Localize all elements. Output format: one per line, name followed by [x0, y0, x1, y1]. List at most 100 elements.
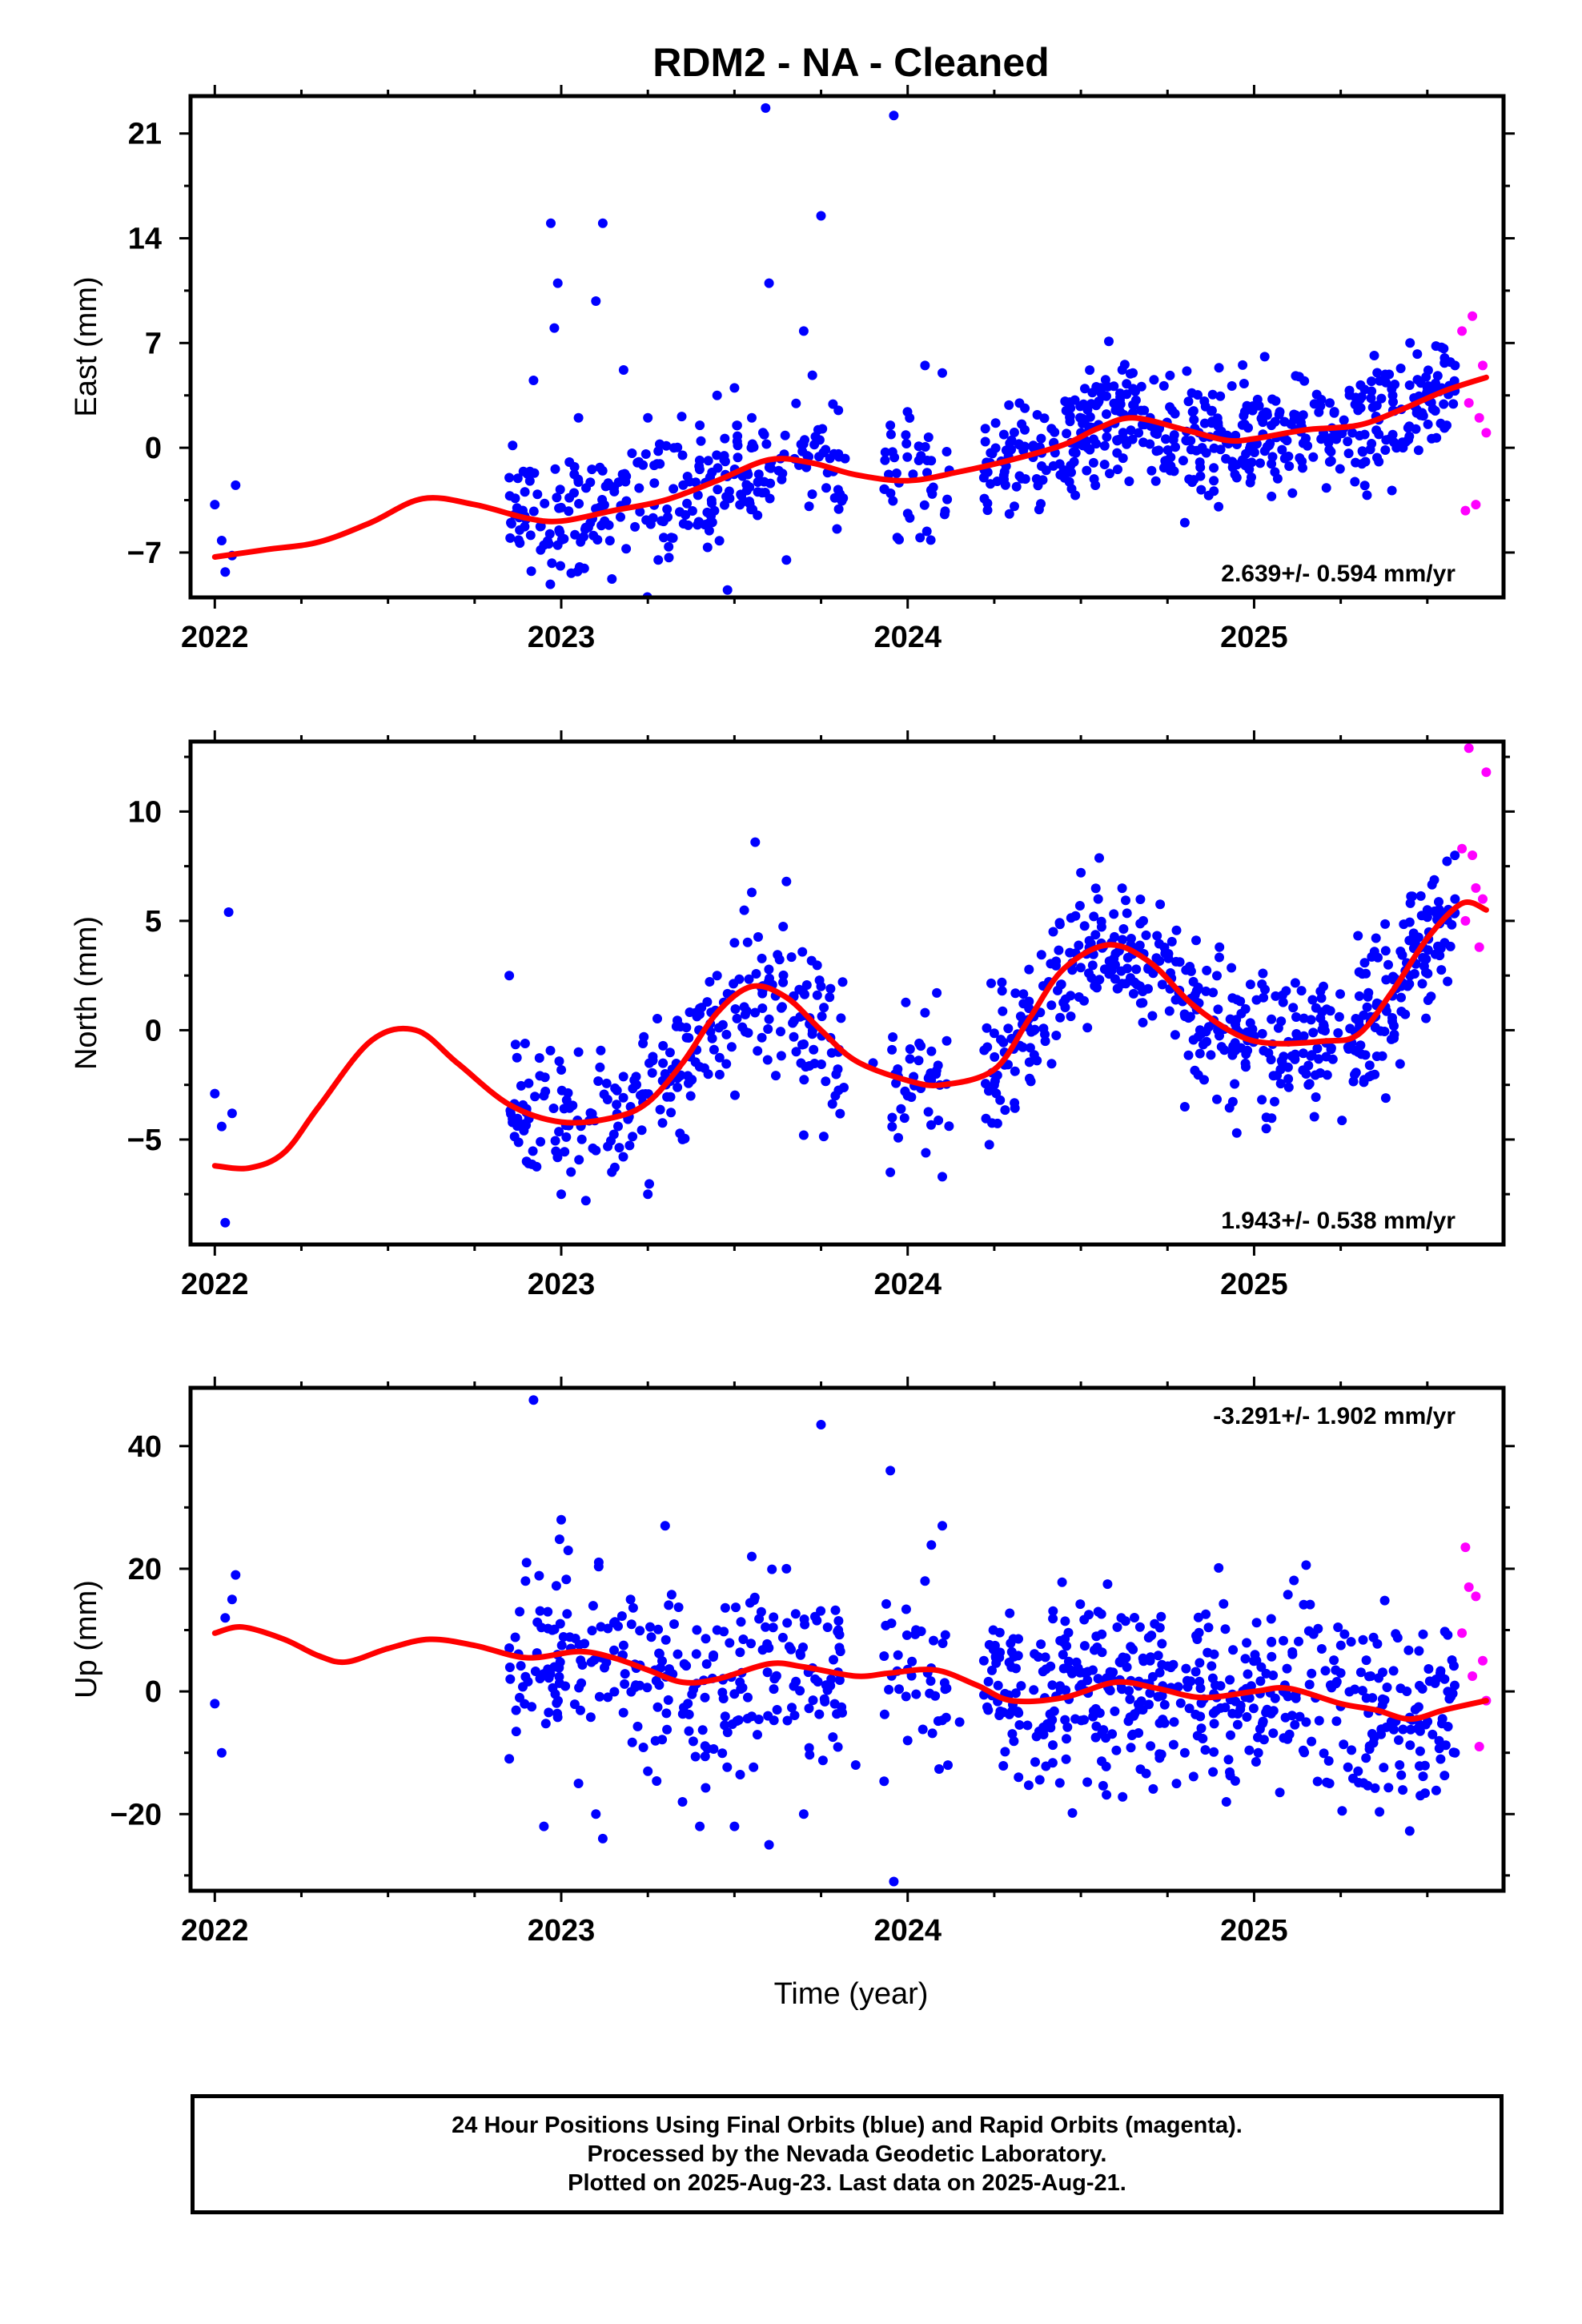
- final-orbit-point: [1207, 389, 1218, 400]
- final-orbit-point: [1450, 360, 1460, 371]
- final-orbit-point: [1415, 891, 1426, 901]
- final-orbit-point: [547, 558, 557, 569]
- final-orbit-point: [1227, 963, 1237, 973]
- final-orbit-point: [1161, 434, 1170, 444]
- final-orbit-point: [525, 530, 536, 541]
- final-orbit-point: [764, 462, 774, 472]
- final-orbit-point: [1193, 983, 1203, 992]
- final-orbit-point: [1169, 1717, 1179, 1727]
- final-orbit-point: [646, 1632, 656, 1642]
- final-orbit-point: [1353, 931, 1363, 941]
- final-orbit-point: [1098, 1780, 1108, 1791]
- final-orbit-point: [992, 476, 1002, 486]
- final-orbit-point: [632, 1721, 643, 1731]
- final-orbit-point: [1372, 368, 1383, 378]
- final-orbit-point: [733, 452, 743, 463]
- final-orbit-point: [753, 510, 763, 521]
- final-orbit-point: [984, 1140, 994, 1150]
- final-orbit-point: [1239, 379, 1249, 388]
- final-orbit-point: [702, 1743, 713, 1754]
- final-orbit-point: [1199, 396, 1210, 406]
- final-orbit-point: [1048, 1614, 1058, 1624]
- final-orbit-point: [1183, 1050, 1194, 1060]
- final-orbit-point: [508, 440, 518, 451]
- final-orbit-point: [982, 505, 993, 516]
- final-orbit-point: [884, 1684, 894, 1695]
- final-orbit-point: [227, 1108, 237, 1119]
- final-orbit-point: [1213, 418, 1223, 428]
- final-orbit-point: [635, 507, 645, 517]
- final-orbit-point: [1195, 1658, 1205, 1668]
- final-orbit-point: [1357, 969, 1367, 979]
- panel-1: 2022 2023 2024 2025 −7 0 7 14 21 East (mm) 2.639+/…: [70, 85, 1515, 654]
- final-orbit-point: [942, 1035, 952, 1046]
- final-orbit-point: [576, 1134, 587, 1144]
- final-orbit-point: [1126, 425, 1136, 436]
- final-orbit-point: [753, 932, 763, 942]
- final-orbit-point: [1195, 1676, 1205, 1687]
- final-orbit-point: [673, 1082, 683, 1092]
- y-tick-label: 5: [145, 905, 162, 939]
- final-orbit-point: [809, 440, 820, 450]
- final-orbit-point: [1082, 1675, 1093, 1686]
- final-orbit-point: [745, 1598, 755, 1608]
- final-orbit-point: [926, 535, 936, 545]
- final-orbit-point: [1022, 1720, 1033, 1731]
- final-orbit-point: [840, 453, 850, 464]
- final-orbit-point: [926, 1046, 937, 1056]
- final-orbit-point: [1343, 448, 1354, 459]
- final-orbit-point: [1159, 1699, 1170, 1710]
- final-orbit-point: [1026, 1027, 1037, 1037]
- final-orbit-point: [1240, 1654, 1251, 1664]
- final-orbit-point: [1004, 1709, 1014, 1719]
- final-orbit-point: [539, 540, 549, 550]
- final-orbit-point: [1014, 1634, 1023, 1644]
- final-orbit-point: [879, 1651, 889, 1661]
- final-orbit-point: [920, 360, 930, 371]
- final-orbit-point: [983, 1676, 994, 1687]
- final-orbit-point: [1267, 1113, 1277, 1124]
- final-orbit-point: [753, 1046, 763, 1056]
- final-orbit-point: [1165, 402, 1175, 412]
- final-orbit-point: [1084, 935, 1094, 946]
- final-orbit-point: [1128, 1729, 1138, 1739]
- final-orbit-point: [677, 1134, 688, 1144]
- final-orbit-point: [1000, 1747, 1010, 1757]
- final-orbit-point: [1075, 963, 1086, 973]
- final-orbit-point: [1051, 960, 1061, 971]
- final-orbit-point: [800, 435, 809, 445]
- rapid-orbit-point: [1457, 1628, 1468, 1638]
- final-orbit-point: [831, 1069, 841, 1080]
- final-orbit-point: [1062, 1734, 1071, 1744]
- final-orbit-point: [1011, 481, 1022, 492]
- final-orbit-point: [738, 1634, 749, 1644]
- final-orbit-point: [828, 1732, 838, 1743]
- final-orbit-point: [528, 506, 539, 517]
- final-orbit-point: [1006, 1647, 1017, 1657]
- final-orbit-point: [664, 1600, 674, 1610]
- final-orbit-point: [829, 1655, 838, 1665]
- final-orbit-point: [663, 1695, 673, 1705]
- final-orbit-point: [1324, 444, 1335, 455]
- final-orbit-point: [833, 1742, 843, 1752]
- final-orbit-point: [1145, 1655, 1155, 1666]
- y-tick-label: 10: [128, 795, 162, 829]
- final-orbit-point: [1110, 1706, 1120, 1716]
- final-orbit-point: [1301, 1069, 1311, 1079]
- final-orbit-point: [1357, 446, 1367, 456]
- final-orbit-point: [885, 1466, 896, 1476]
- final-orbit-point: [692, 1011, 702, 1022]
- final-orbit-point: [769, 1684, 779, 1695]
- final-orbit-point: [1165, 370, 1175, 380]
- final-orbit-point: [1436, 965, 1447, 975]
- final-orbit-point: [1364, 1060, 1375, 1071]
- final-orbit-point: [1098, 1725, 1109, 1735]
- final-orbit-point: [669, 484, 679, 494]
- final-orbit-point: [902, 1091, 913, 1101]
- final-orbit-point: [821, 483, 831, 493]
- final-orbit-point: [892, 533, 902, 543]
- final-orbit-point: [732, 436, 742, 447]
- final-orbit-point: [1208, 1767, 1219, 1777]
- final-orbit-point: [1442, 420, 1452, 431]
- final-orbit-point: [664, 553, 674, 563]
